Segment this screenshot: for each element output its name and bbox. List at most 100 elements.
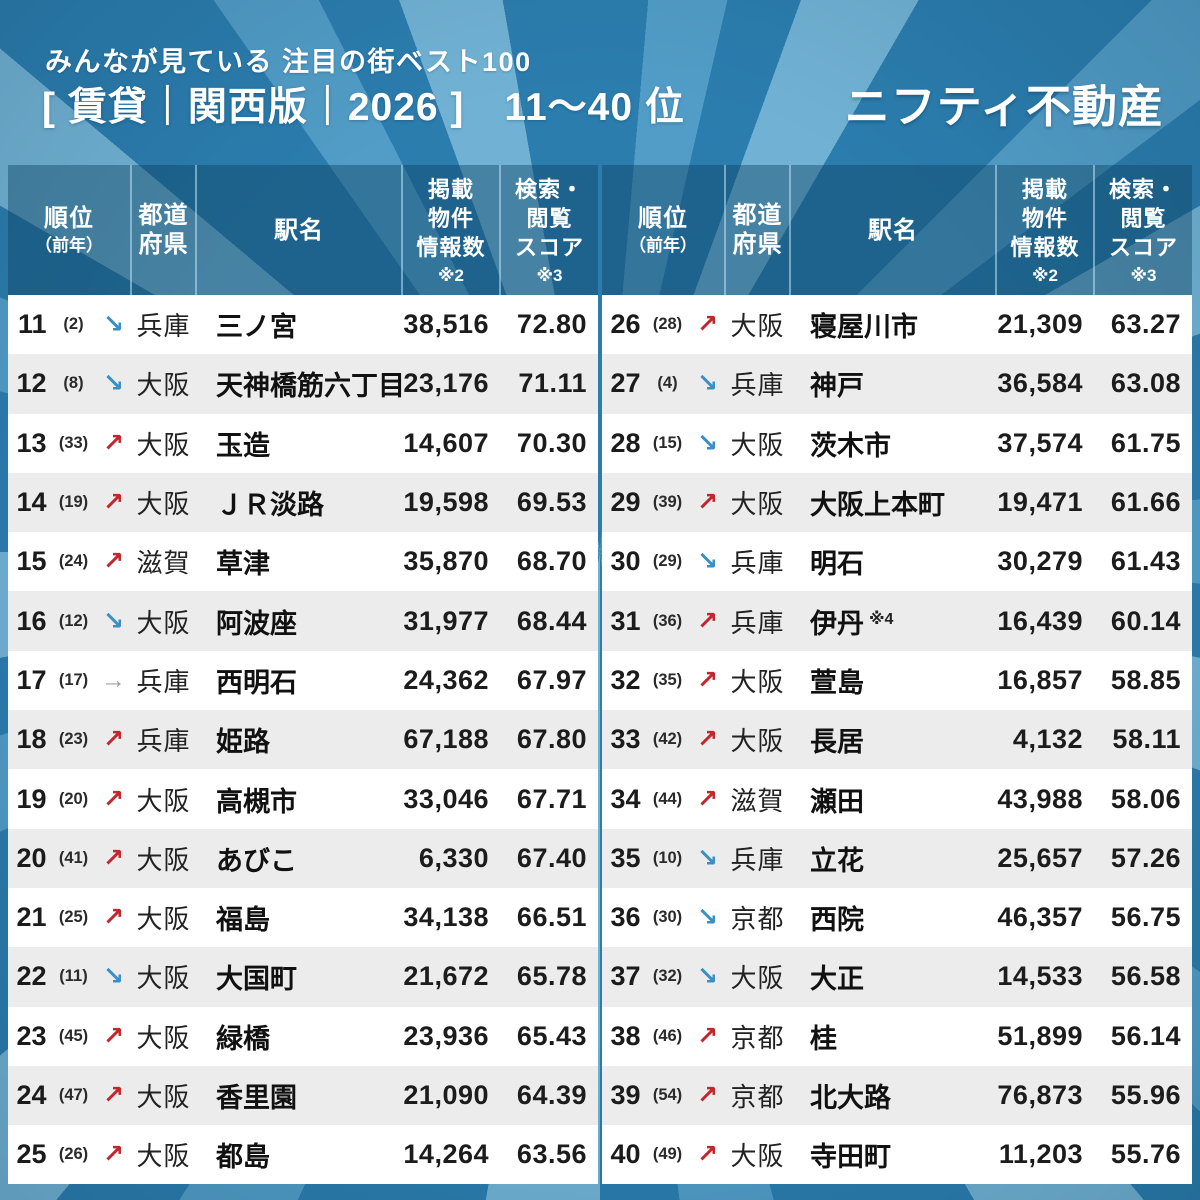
score-cell: 60.14 [1094, 591, 1192, 651]
listings-count-cell: 25,657 [996, 828, 1094, 888]
rank-number: 30 [610, 546, 641, 577]
station-cell: 明石 [790, 532, 996, 592]
rank-number: 25 [16, 1139, 47, 1170]
rank-cell: 13 (33) ↗ [8, 413, 131, 473]
prefecture-cell: 大阪 [131, 947, 196, 1007]
previous-year-rank: (41) [58, 848, 89, 867]
prefecture-cell: 大阪 [131, 769, 196, 829]
previous-year-rank: (35) [652, 670, 683, 689]
score-cell: 56.14 [1094, 1006, 1192, 1066]
station-name: 高槻市 [216, 786, 297, 817]
station-name: 伊丹 [810, 608, 864, 639]
station-cell: 萱島 [790, 650, 996, 711]
previous-year-rank: (29) [652, 552, 683, 571]
trend-up-icon: ↗ [103, 725, 124, 754]
previous-year-rank: (20) [58, 789, 89, 808]
table-row: 34 (44) ↗ 滋賀 瀬田 43,988 58.06 [602, 769, 1192, 829]
col-header-listings: 掲載 物件 情報数 ※2 [401, 165, 500, 295]
col-header-prefecture: 都道 府県 [130, 165, 196, 295]
rank-number: 37 [610, 961, 641, 992]
trend-up-icon: ↗ [103, 784, 124, 813]
station-cell: 北大路 [790, 1065, 996, 1126]
score-cell: 64.39 [500, 1065, 598, 1126]
station-name: 玉造 [216, 430, 270, 461]
trend-up-icon: ↗ [697, 1081, 718, 1109]
rank-number: 20 [16, 842, 47, 873]
trend-up-icon: ↗ [103, 843, 124, 872]
rank-cell: 26 (28) ↗ [602, 295, 725, 355]
station-name: 立花 [810, 845, 864, 876]
previous-year-rank: (54) [652, 1086, 683, 1104]
station-name: 大国町 [216, 964, 297, 995]
prefecture-cell: 大阪 [725, 413, 790, 473]
table-row: 13 (33) ↗ 大阪 玉造 14,607 70.30 [8, 413, 598, 473]
prefecture-cell: 兵庫 [725, 591, 790, 651]
prefecture-cell: 滋賀 [131, 532, 196, 592]
table-row: 18 (23) ↗ 兵庫 姫路 67,188 67.80 [8, 710, 598, 770]
prefecture-cell: 滋賀 [725, 769, 790, 829]
score-cell: 58.11 [1094, 710, 1192, 770]
previous-year-rank: (47) [58, 1086, 89, 1104]
station-cell: 三ノ宮 [196, 295, 402, 355]
table-row: 35 (10) ↘ 兵庫 立花 25,657 57.26 [602, 828, 1192, 888]
station-name: 都島 [216, 1142, 270, 1173]
prefecture-cell: 京都 [725, 887, 790, 948]
rank-cell: 39 (54) ↗ [602, 1065, 725, 1126]
rank-cell: 40 (49) ↗ [602, 1125, 725, 1185]
station-name: 阿波座 [216, 608, 297, 639]
rank-cell: 38 (46) ↗ [602, 1006, 725, 1066]
station-name: 寺田町 [810, 1142, 891, 1173]
station-cell: 草津 [196, 532, 402, 592]
previous-year-rank: (25) [58, 908, 89, 927]
table-row: 14 (19) ↗ 大阪 ＪＲ淡路 19,598 69.53 [8, 472, 598, 533]
rank-cell: 32 (35) ↗ [602, 650, 725, 711]
prefecture-cell: 兵庫 [131, 295, 196, 355]
table-row: 39 (54) ↗ 京都 北大路 76,873 55.96 [602, 1065, 1192, 1126]
station-cell: 神戸 [790, 354, 996, 414]
station-name: 天神橋筋六丁目 [216, 371, 405, 402]
previous-year-rank: (17) [58, 670, 89, 689]
rank-number: 34 [610, 783, 641, 814]
trend-down-icon: ↘ [103, 606, 124, 635]
station-name: 茨木市 [810, 430, 891, 461]
table-row: 15 (24) ↗ 滋賀 草津 35,870 68.70 [8, 532, 598, 592]
trend-up-icon: ↗ [697, 725, 718, 754]
previous-year-rank: (24) [58, 552, 89, 571]
table-row: 30 (29) ↘ 兵庫 明石 30,279 61.43 [602, 532, 1192, 592]
station-name: 神戸 [810, 371, 864, 402]
prefecture-cell: 大阪 [725, 1125, 790, 1185]
station-cell: 都島 [196, 1125, 402, 1185]
prefecture-cell: 大阪 [131, 1125, 196, 1185]
rank-number: 19 [16, 783, 47, 814]
station-note: ※4 [869, 610, 894, 628]
previous-year-rank: (32) [652, 967, 683, 986]
trend-up-icon: ↗ [697, 1140, 718, 1169]
rank-cell: 16 (12) ↘ [8, 591, 131, 651]
previous-year-rank: (12) [58, 611, 89, 630]
trend-up-icon: ↗ [103, 1140, 124, 1169]
previous-year-rank: (46) [652, 1026, 683, 1045]
prefecture-cell: 大阪 [725, 295, 790, 355]
rank-cell: 23 (45) ↗ [8, 1006, 131, 1066]
trend-up-icon: ↗ [697, 665, 718, 694]
col-header-station: 駅名 [789, 165, 996, 295]
listings-count-cell: 14,533 [996, 947, 1094, 1007]
table-row: 37 (32) ↘ 大阪 大正 14,533 56.58 [602, 947, 1192, 1007]
listings-count-cell: 19,471 [996, 472, 1094, 533]
station-name: 福島 [216, 905, 270, 936]
score-cell: 68.44 [500, 591, 598, 651]
score-cell: 61.75 [1094, 413, 1192, 473]
listings-count-cell: 23,176 [402, 354, 500, 414]
rank-cell: 36 (30) ↘ [602, 887, 725, 948]
prefecture-cell: 兵庫 [131, 710, 196, 770]
previous-year-rank: (39) [652, 493, 683, 512]
table-row: 38 (46) ↗ 京都桂 51,899 56.14 [602, 1006, 1192, 1066]
station-name: 西明石 [216, 667, 297, 698]
rank-cell: 19 (20) ↗ [8, 769, 131, 829]
station-name: あびこ [216, 845, 297, 876]
listings-count-cell: 34,138 [402, 887, 500, 948]
table-row: 27 (4) ↘ 兵庫 神戸 36,584 63.08 [602, 354, 1192, 414]
rank-cell: 34 (44) ↗ [602, 769, 725, 829]
table-row: 33 (42) ↗ 大阪 長居 4,132 58.11 [602, 710, 1192, 770]
rank-number: 38 [610, 1020, 641, 1051]
